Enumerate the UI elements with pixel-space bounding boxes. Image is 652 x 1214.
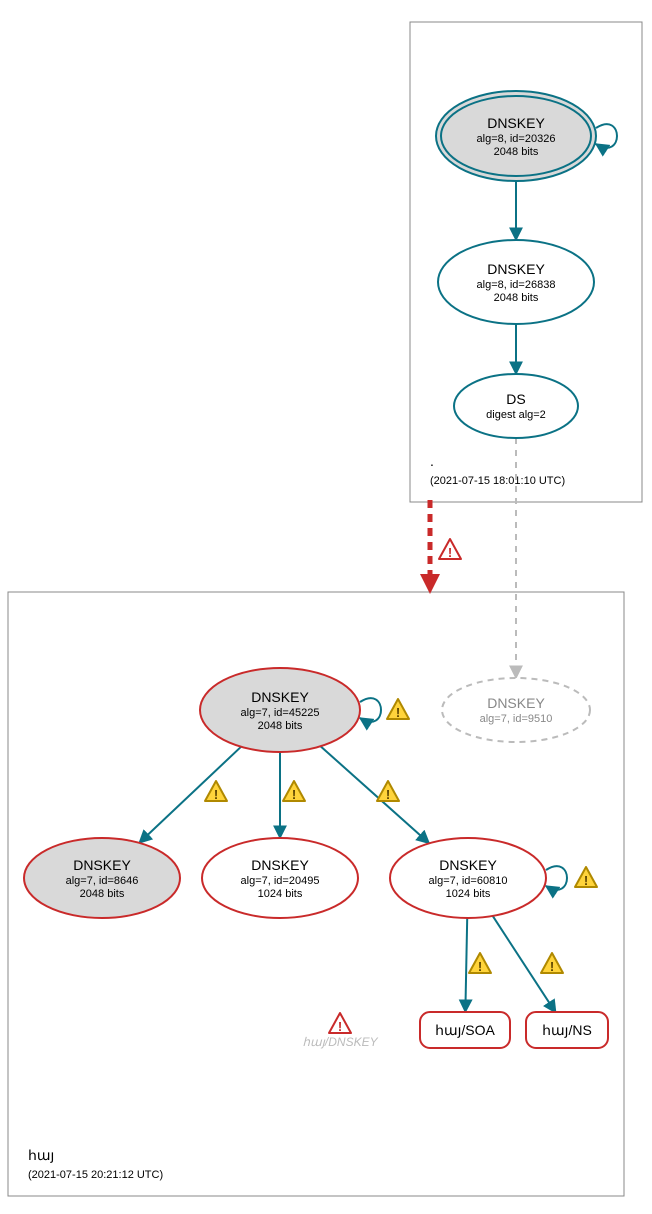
- svg-text:alg=7, id=60810: alg=7, id=60810: [429, 875, 508, 887]
- svg-text:DNSKEY: DNSKEY: [73, 857, 131, 873]
- svg-text:!: !: [584, 873, 588, 888]
- node-hay_k2: DNSKEY alg=7, id=204951024 bits: [202, 838, 358, 918]
- node-hay_soa: հայ/SOA: [420, 1012, 510, 1048]
- svg-text:2048 bits: 2048 bits: [80, 888, 125, 900]
- error-icon: !: [439, 539, 461, 560]
- node-hay_ksk: DNSKEY alg=7, id=452252048 bits: [200, 668, 360, 752]
- zone-label: հայ: [28, 1147, 54, 1163]
- svg-text:alg=7, id=9510: alg=7, id=9510: [480, 713, 553, 725]
- svg-text:2048 bits: 2048 bits: [494, 292, 539, 304]
- node-hay_ghost: DNSKEY alg=7, id=9510: [442, 678, 590, 742]
- node-hay_k3: DNSKEY alg=7, id=608101024 bits: [390, 838, 546, 918]
- zone-timestamp: (2021-07-15 18:01:10 UTC): [430, 475, 565, 487]
- warn-icon: !: [283, 781, 305, 802]
- warn-icon: !: [377, 781, 399, 802]
- svg-text:alg=7, id=45225: alg=7, id=45225: [241, 707, 320, 719]
- svg-text:DNSKEY: DNSKEY: [251, 689, 309, 705]
- node-hay_k1: DNSKEY alg=7, id=86462048 bits: [24, 838, 180, 918]
- svg-text:DNSKEY: DNSKEY: [487, 115, 545, 131]
- svg-text:հայ/NS: հայ/NS: [542, 1022, 592, 1038]
- nodes: DNSKEYalg=8, id=203262048 bitsDNSKEYalg=…: [24, 91, 608, 1049]
- svg-text:DS: DS: [506, 391, 525, 407]
- svg-text:alg=8, id=20326: alg=8, id=20326: [477, 133, 556, 145]
- svg-text:alg=7, id=20495: alg=7, id=20495: [241, 875, 320, 887]
- svg-text:1024 bits: 1024 bits: [258, 888, 303, 900]
- error-icon: !: [329, 1013, 351, 1034]
- zone-timestamp: (2021-07-15 20:21:12 UTC): [28, 1169, 163, 1181]
- svg-text:DNSKEY: DNSKEY: [251, 857, 309, 873]
- warn-icon: !: [387, 699, 409, 720]
- svg-text:!: !: [386, 787, 390, 802]
- svg-text:2048 bits: 2048 bits: [494, 146, 539, 158]
- node-hay_dnskey_label: հայ/DNSKEY: [302, 1035, 378, 1049]
- node-hay_ns: հայ/NS: [526, 1012, 608, 1048]
- svg-text:հայ/SOA: հայ/SOA: [435, 1022, 495, 1038]
- svg-text:2048 bits: 2048 bits: [258, 720, 303, 732]
- svg-text:alg=7, id=8646: alg=7, id=8646: [66, 875, 139, 887]
- warn-icon: !: [469, 953, 491, 974]
- svg-text:!: !: [396, 705, 400, 720]
- warn-icon: !: [575, 867, 597, 888]
- svg-text:digest alg=2: digest alg=2: [486, 409, 546, 421]
- svg-text:DNSKEY: DNSKEY: [439, 857, 497, 873]
- svg-text:հայ/DNSKEY: հայ/DNSKEY: [302, 1035, 378, 1049]
- svg-text:!: !: [448, 545, 452, 560]
- warn-icon: !: [541, 953, 563, 974]
- svg-text:1024 bits: 1024 bits: [446, 888, 491, 900]
- svg-text:DNSKEY: DNSKEY: [487, 695, 545, 711]
- node-root_ksk: DNSKEY alg=8, id=203262048 bits: [436, 91, 596, 181]
- svg-text:!: !: [478, 959, 482, 974]
- zone-label: .: [430, 453, 434, 469]
- warn-icon: !: [205, 781, 227, 802]
- svg-text:!: !: [214, 787, 218, 802]
- svg-text:!: !: [338, 1019, 342, 1034]
- node-root_zsk: DNSKEY alg=8, id=268382048 bits: [438, 240, 594, 324]
- svg-text:alg=8, id=26838: alg=8, id=26838: [477, 279, 556, 291]
- svg-text:DNSKEY: DNSKEY: [487, 261, 545, 277]
- svg-text:!: !: [292, 787, 296, 802]
- node-root_ds: DS digest alg=2: [454, 374, 578, 438]
- svg-text:!: !: [550, 959, 554, 974]
